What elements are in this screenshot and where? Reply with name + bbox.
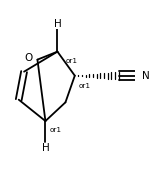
Text: or1: or1 (50, 127, 61, 133)
Text: H: H (42, 143, 49, 153)
Text: O: O (25, 53, 33, 63)
Text: or1: or1 (79, 83, 91, 89)
Text: H: H (54, 19, 61, 29)
Text: N: N (142, 71, 150, 81)
Text: or1: or1 (65, 58, 77, 64)
